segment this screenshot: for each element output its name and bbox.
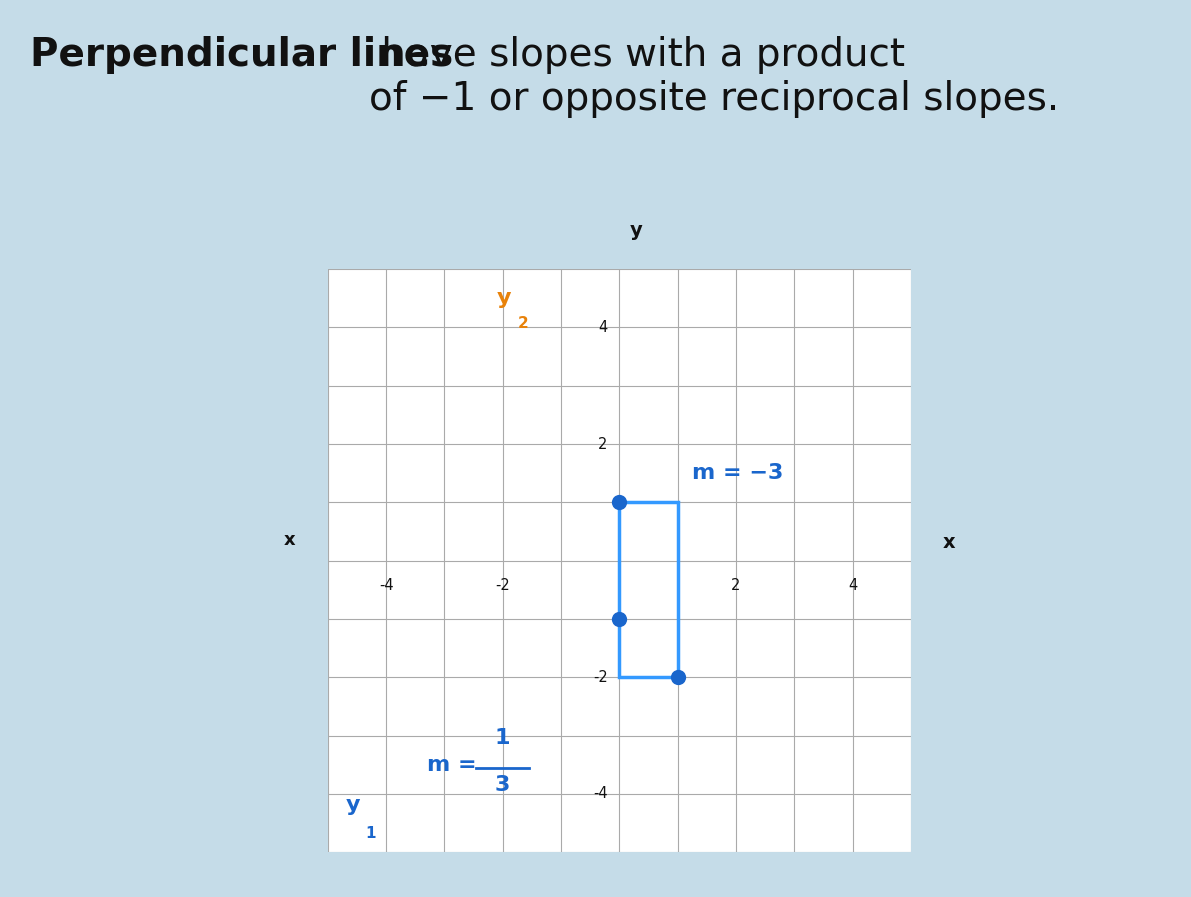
Text: 1: 1	[366, 826, 376, 840]
Text: x: x	[285, 531, 295, 549]
Text: m =: m =	[426, 754, 476, 774]
Text: Perpendicular lines: Perpendicular lines	[30, 36, 453, 74]
Text: -2: -2	[495, 579, 510, 593]
Text: x: x	[943, 533, 955, 552]
Text: have slopes with a product
of −1 or opposite reciprocal slopes.: have slopes with a product of −1 or oppo…	[369, 36, 1060, 118]
Text: -4: -4	[593, 787, 607, 801]
Text: 2: 2	[731, 579, 741, 593]
Text: 4: 4	[598, 320, 607, 335]
Text: 1: 1	[495, 728, 511, 748]
Text: 3: 3	[495, 775, 511, 795]
Text: -2: -2	[593, 670, 607, 684]
Text: 2: 2	[517, 316, 528, 331]
Text: y: y	[497, 288, 511, 308]
Bar	[619, 502, 678, 677]
Text: 2: 2	[598, 437, 607, 451]
Text: -4: -4	[379, 579, 393, 593]
Text: y: y	[345, 796, 360, 815]
Text: m = −3: m = −3	[692, 463, 784, 483]
Text: 4: 4	[848, 579, 858, 593]
Text: y: y	[630, 221, 643, 240]
